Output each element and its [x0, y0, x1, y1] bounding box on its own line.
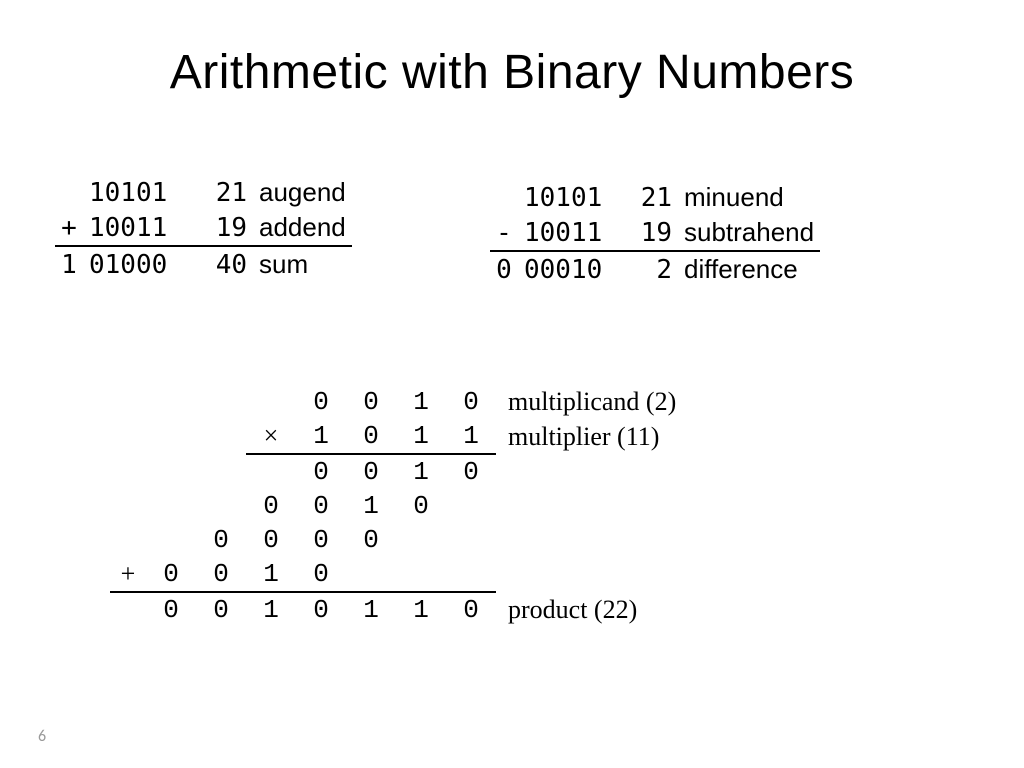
- pp-bit: 0: [446, 454, 496, 489]
- prod-bit: 0: [196, 592, 246, 627]
- addition-block: 10101 21 augend + 10011 19 addend 1 0100…: [55, 175, 352, 282]
- mc-bit: 0: [446, 385, 496, 419]
- prod-bit: 1: [246, 592, 296, 627]
- augend-dec: 21: [193, 175, 253, 210]
- multiplication-block: 0 0 1 0 multiplicand (2) × 1 0 1 1 multi…: [110, 385, 676, 627]
- subtraction-block: 10101 21 minuend - 10011 19 subtrahend 0…: [490, 180, 820, 287]
- subtrahend-label: subtrahend: [678, 215, 820, 251]
- addend-dec: 19: [193, 210, 253, 246]
- pp-bit: 0: [296, 523, 346, 557]
- sum-carry: 1: [55, 246, 83, 282]
- times-icon: ×: [246, 419, 296, 454]
- pp-bit: 0: [196, 557, 246, 592]
- minuend-label: minuend: [678, 180, 820, 215]
- plus-icon: +: [110, 557, 146, 592]
- prod-bit: 0: [446, 592, 496, 627]
- diff-dec: 2: [628, 251, 678, 287]
- prod-bit: 1: [346, 592, 396, 627]
- mp-bit: 1: [396, 419, 446, 454]
- pp-bit: 0: [146, 557, 196, 592]
- pp-bit: 1: [346, 489, 396, 523]
- pp-bit: 0: [296, 557, 346, 592]
- mp-bit: 1: [446, 419, 496, 454]
- pp-bit: 0: [246, 523, 296, 557]
- mp-bit: 1: [296, 419, 346, 454]
- pp-bit: 0: [296, 454, 346, 489]
- addend-bin: 10011: [83, 210, 193, 246]
- multiplier-label: multiplier (11): [496, 419, 676, 454]
- pp-bit: 1: [246, 557, 296, 592]
- pp-bit: 0: [346, 523, 396, 557]
- page-title: Arithmetic with Binary Numbers: [0, 45, 1024, 100]
- diff-label: difference: [678, 251, 820, 287]
- diff-bin: 00010: [518, 251, 628, 287]
- plus-icon: +: [55, 210, 83, 246]
- sum-bin: 01000: [83, 246, 193, 282]
- pp-bit: 0: [346, 454, 396, 489]
- pp-bit: 1: [396, 454, 446, 489]
- subtrahend-dec: 19: [628, 215, 678, 251]
- augend-bin: 10101: [83, 175, 193, 210]
- pp-bit: 0: [196, 523, 246, 557]
- subtrahend-bin: 10011: [518, 215, 628, 251]
- mc-bit: 1: [396, 385, 446, 419]
- pp-bit: 0: [296, 489, 346, 523]
- mc-bit: 0: [346, 385, 396, 419]
- prod-bit: 1: [396, 592, 446, 627]
- addend-label: addend: [253, 210, 352, 246]
- augend-label: augend: [253, 175, 352, 210]
- multiplicand-label: multiplicand (2): [496, 385, 676, 419]
- sum-dec: 40: [193, 246, 253, 282]
- mp-bit: 0: [346, 419, 396, 454]
- minuend-dec: 21: [628, 180, 678, 215]
- sum-label: sum: [253, 246, 352, 282]
- minus-icon: -: [490, 215, 518, 251]
- prod-bit: 0: [146, 592, 196, 627]
- pp-bit: 0: [246, 489, 296, 523]
- page-number: 6: [38, 727, 46, 746]
- minuend-bin: 10101: [518, 180, 628, 215]
- product-label: product (22): [496, 592, 676, 627]
- prod-bit: 0: [296, 592, 346, 627]
- mc-bit: 0: [296, 385, 346, 419]
- pp-bit: 0: [396, 489, 446, 523]
- diff-carry: 0: [490, 251, 518, 287]
